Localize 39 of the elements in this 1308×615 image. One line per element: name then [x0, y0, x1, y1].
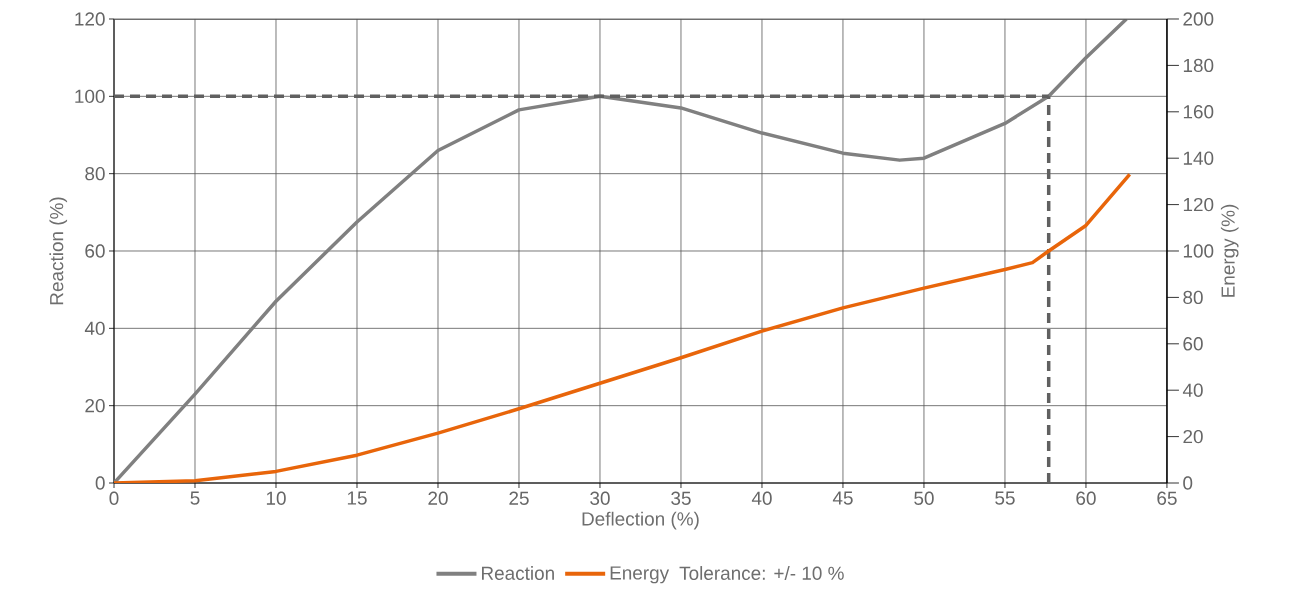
y-tick-label: 40 [84, 321, 105, 336]
y2-tick-label: 40 [1182, 383, 1203, 397]
x-tick-label: 30 [590, 491, 610, 505]
x-tick-label: 60 [1076, 491, 1096, 505]
x-tick-label: 50 [914, 491, 934, 505]
y-axis-title: Reaction (%) [49, 197, 68, 305]
y-tick-label: 100 [75, 89, 105, 104]
legend-label: Energy [610, 566, 670, 584]
y2-tick-label: 20 [1183, 429, 1203, 444]
line-series [114, 19, 1129, 483]
x-tick-label: 40 [751, 491, 772, 505]
x-tick-label: 35 [671, 491, 691, 505]
y-tick-label: 80 [85, 166, 105, 181]
y-tick-label: 0 [95, 476, 105, 490]
y2-tick-label: 60 [1183, 337, 1203, 351]
y-tick-label: 120 [75, 12, 105, 26]
x-tick-label: 65 [1157, 491, 1177, 505]
y2-tick-label: 120 [1183, 197, 1214, 212]
x-tick-label: 20 [428, 491, 448, 505]
legend-label: Reaction [482, 566, 554, 580]
x-tick-label: 25 [509, 491, 529, 505]
y-tick-label: 20 [85, 398, 105, 413]
x-tick-label: 10 [266, 491, 286, 505]
y2-tick-label: 160 [1183, 105, 1214, 119]
x-tick-label: 0 [109, 491, 119, 505]
y-tick-label: 60 [85, 244, 105, 258]
y2-tick-label: 180 [1183, 58, 1214, 73]
x-tick-label: 15 [347, 491, 367, 505]
y2-tick-label: 200 [1183, 12, 1214, 26]
x-tick-label: 45 [832, 491, 853, 505]
y2-tick-label: 0 [1183, 476, 1193, 490]
y2-tick-label: 140 [1183, 151, 1214, 165]
y2-axis-title: Energy (%) [1220, 204, 1239, 297]
y2-tick-label: 100 [1183, 244, 1214, 258]
x-tick-label: 55 [995, 491, 1015, 505]
text: Tolerance: +/- 10 % [679, 566, 844, 580]
y2-tick-label: 80 [1183, 290, 1203, 305]
x-axis-title: Deflection (%) [582, 511, 699, 530]
x-tick-label: 5 [190, 491, 200, 505]
